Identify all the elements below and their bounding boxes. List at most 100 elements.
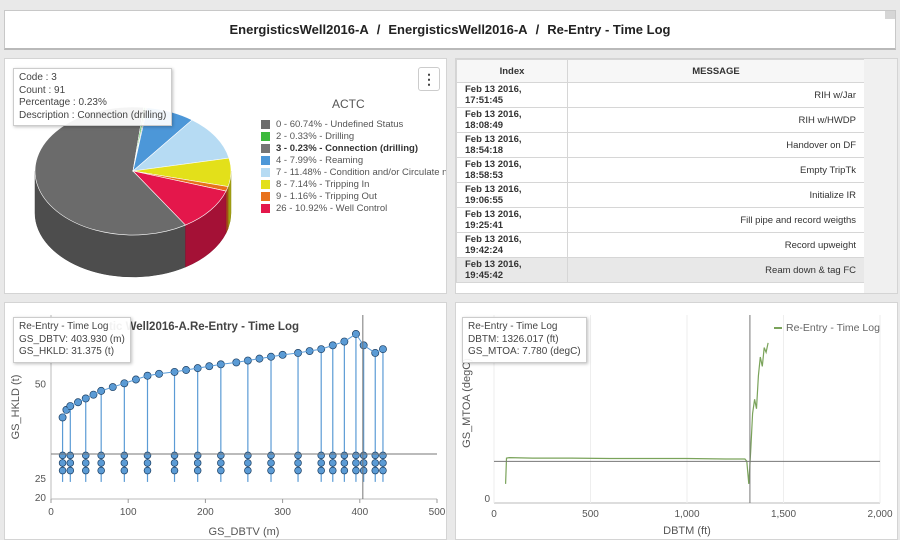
legend-label: Re-Entry - Time Log xyxy=(786,322,880,334)
legend-item[interactable]: 7 - 11.48% - Condition and/or Circulate … xyxy=(261,166,446,178)
chart-title: tic Well2016-A.Re-Entry - Time Log xyxy=(109,321,300,333)
tooltip-y: GS_MTOA: 7.780 (degC) xyxy=(468,346,581,357)
tooltip-series: Re-Entry - Time Log xyxy=(19,321,109,332)
legend-item[interactable]: 8 - 7.14% - Tripping In xyxy=(261,178,446,190)
data-line xyxy=(159,371,175,375)
legend-swatch xyxy=(261,131,270,141)
data-line xyxy=(209,363,221,367)
data-line xyxy=(70,401,79,407)
pie-slice[interactable] xyxy=(132,170,227,226)
table-row[interactable]: Feb 13 2016, 18:54:18 Handover on DF xyxy=(456,132,865,158)
y-tick-label: 0 xyxy=(484,494,490,505)
cell-message: Initialize IR xyxy=(567,182,865,208)
legend-item[interactable]: 3 - 0.23% - Connection (drilling) xyxy=(261,142,446,154)
x-tick-label: 500 xyxy=(582,509,599,520)
legend-swatch xyxy=(261,191,270,201)
data-point xyxy=(352,466,360,475)
data-line xyxy=(77,398,86,403)
legend-label: 3 - 0.23% - Connection (drilling) xyxy=(276,142,418,154)
table-row[interactable]: Feb 13 2016, 19:06:55 Initialize IR xyxy=(456,182,865,208)
data-point xyxy=(329,451,337,460)
scrollbar-track[interactable] xyxy=(864,59,897,293)
more-vertical-icon: ⋮ xyxy=(422,71,436,87)
data-point xyxy=(143,451,152,460)
cell-index: Feb 13 2016, 19:42:24 xyxy=(456,232,568,258)
data-point xyxy=(379,451,387,460)
data-point xyxy=(193,466,202,475)
legend-swatch xyxy=(261,167,270,177)
scatter-chart[interactable]: 0 100 200 300 400 500 20 25 50 GS_DBTV (m) GS_HKLD… xyxy=(5,303,447,540)
data-point xyxy=(66,459,75,467)
chart-menu-button[interactable]: ⋮ xyxy=(418,67,440,91)
tooltip-percentage: Percentage : 0.23% xyxy=(19,97,107,108)
legend-item[interactable]: 26 - 10.92% - Well Control xyxy=(261,202,446,214)
data-point xyxy=(143,459,152,467)
data-point xyxy=(329,466,337,475)
breadcrumb-well[interactable]: EnergisticsWell2016-A xyxy=(229,22,369,37)
data-line xyxy=(135,375,148,380)
data-point xyxy=(58,459,67,467)
data-line xyxy=(101,386,113,392)
table-row[interactable]: Feb 13 2016, 18:08:49 RIH w/HWDP xyxy=(456,107,865,133)
data-line xyxy=(297,350,310,354)
data-line xyxy=(220,361,237,365)
table-row[interactable]: Feb 13 2016, 18:58:53 Empty TripTk xyxy=(456,157,865,183)
cell-index: Feb 13 2016, 19:06:55 xyxy=(456,182,568,208)
header-corner xyxy=(885,11,895,19)
data-point xyxy=(379,345,387,354)
data-point xyxy=(193,451,202,460)
pie-legend: 0 - 60.74% - Undefined Status 2 - 0.33% -… xyxy=(261,118,446,214)
data-point xyxy=(317,451,325,460)
time-log-table: Index MESSAGE Feb 13 2016, 17:51:45 RIH w… xyxy=(456,59,865,283)
tooltip-x: DBTM: 1326.017 (ft) xyxy=(468,333,559,345)
legend-item[interactable]: 9 - 1.16% - Tripping Out xyxy=(261,190,446,202)
data-line xyxy=(259,356,272,360)
data-point xyxy=(359,466,368,475)
y-tick-label: 20 xyxy=(35,493,47,504)
data-point xyxy=(340,466,349,475)
legend-item[interactable]: 2 - 0.33% - Drilling xyxy=(261,130,446,142)
legend-swatch xyxy=(261,155,270,165)
legend-item[interactable]: 0 - 60.74% - Undefined Status xyxy=(261,118,446,130)
data-line xyxy=(147,373,160,377)
data-point xyxy=(244,466,252,475)
data-line xyxy=(247,358,260,362)
legend-swatch xyxy=(261,143,270,153)
breadcrumb-wellbore[interactable]: EnergisticsWell2016-A xyxy=(388,22,528,37)
data-line xyxy=(375,348,384,354)
data-point xyxy=(170,466,179,475)
data-point xyxy=(379,466,387,475)
line-chart[interactable]: 0 500 1,000 1,500 2,000 0 DBTM (ft) GS_MTOA (de… xyxy=(456,303,898,540)
data-point xyxy=(193,459,202,467)
column-header-index[interactable]: Index xyxy=(456,59,568,83)
x-tick-label: 500 xyxy=(429,507,446,518)
time-log-table-panel: Index MESSAGE Feb 13 2016, 17:51:45 RIH w… xyxy=(455,58,898,294)
data-line xyxy=(186,367,198,371)
table-row[interactable]: Feb 13 2016, 19:42:24 Record upweight xyxy=(456,232,865,258)
legend-label: 8 - 7.14% - Tripping In xyxy=(276,178,370,190)
column-header-message[interactable]: MESSAGE xyxy=(567,59,865,83)
table-row[interactable]: Feb 13 2016, 17:51:45 RIH w/Jar xyxy=(456,82,865,108)
data-point xyxy=(267,451,275,460)
data-line xyxy=(93,390,102,396)
data-point xyxy=(217,466,225,475)
data-line xyxy=(282,352,299,356)
data-point xyxy=(120,459,129,467)
cell-index: Feb 13 2016, 18:54:18 xyxy=(456,132,568,158)
pie-chart-panel: Code : 3 Count : 91 Percentage : 0.23% D… xyxy=(4,58,447,294)
data-point xyxy=(81,451,90,460)
breadcrumb-separator: / xyxy=(535,22,540,37)
breadcrumb-separator: / xyxy=(376,22,381,37)
data-point xyxy=(120,451,129,460)
legend-swatch xyxy=(261,203,270,213)
data-point xyxy=(267,459,275,467)
cell-message: Record upweight xyxy=(567,232,865,258)
legend-item[interactable]: 4 - 7.99% - Reaming xyxy=(261,154,446,166)
line-legend[interactable]: Re-Entry - Time Log xyxy=(774,322,880,334)
data-line xyxy=(124,379,137,384)
table-row[interactable]: Feb 13 2016, 19:25:41 Fill pipe and recor… xyxy=(456,207,865,233)
x-tick-label: 1,000 xyxy=(674,509,699,520)
table-row[interactable]: Feb 13 2016, 19:45:42 Ream down & tag FC xyxy=(456,257,865,283)
legend-swatch xyxy=(261,179,270,189)
pie-slice[interactable] xyxy=(132,119,230,172)
